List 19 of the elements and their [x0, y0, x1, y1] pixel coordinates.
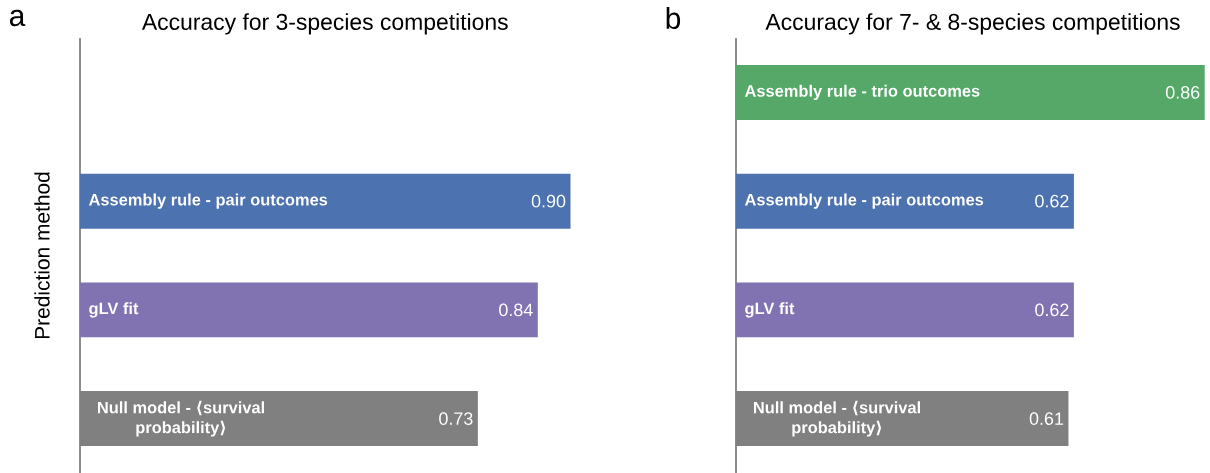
category-label: Null model - ⟨survival probability⟩ [753, 400, 920, 437]
category-label: Assembly rule - pair outcomes [88, 193, 328, 209]
data-label: 0.62 [1035, 303, 1069, 316]
data-label: 0.84 [499, 303, 533, 316]
y-axis-title: Prediction method [34, 172, 50, 338]
data-label: 0.61 [1029, 412, 1064, 425]
data-label: 0.86 [1165, 85, 1200, 99]
category-label: Null model - ⟨survival probability⟩ [97, 400, 264, 437]
data-label: 0.62 [1035, 194, 1069, 208]
text: a [9, 9, 26, 26]
chart-title: Accuracy for 7- & 8-species competitions [765, 12, 1180, 35]
category-label: gLV fit [745, 301, 795, 318]
chart-title: Accuracy for 3-species competitions [141, 12, 508, 35]
data-label: 0.90 [531, 194, 566, 208]
category-label: Assembly rule - trio outcomes [744, 84, 980, 100]
text: b [666, 6, 681, 29]
category-label: gLV fit [89, 301, 139, 318]
data-label: 0.73 [439, 412, 473, 425]
category-label: Assembly rule - pair outcomes [744, 193, 984, 209]
